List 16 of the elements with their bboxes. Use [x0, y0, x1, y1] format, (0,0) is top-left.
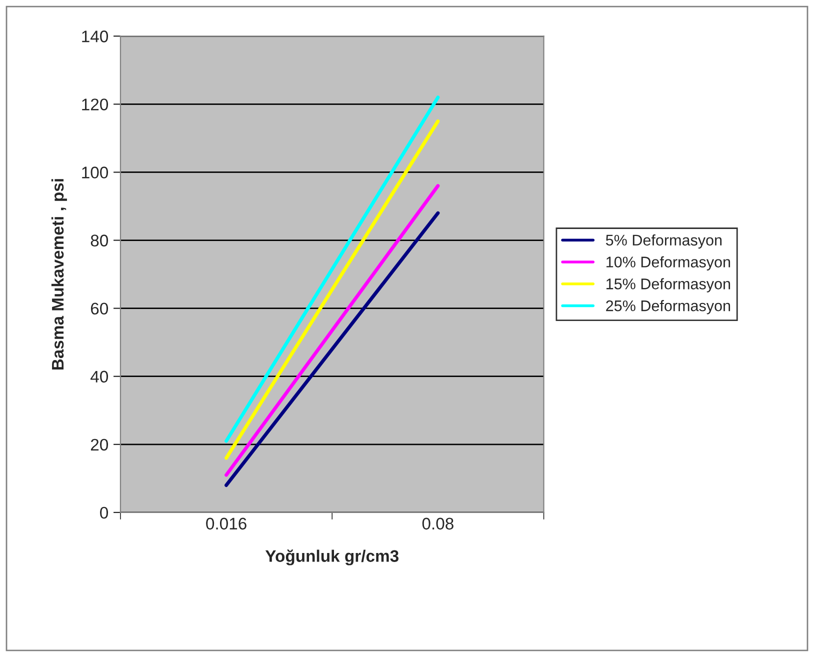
legend-label: 5% Deformasyon: [606, 234, 722, 249]
y-tick-label: 40: [90, 370, 108, 383]
y-axis-title: Basma Mukavemeti , psi: [51, 179, 67, 370]
y-tick-label: 100: [82, 166, 108, 178]
x-tick-label: 0.08: [422, 518, 454, 530]
x-axis-title: Yoğunluk gr/cm3: [265, 550, 398, 566]
x-tick-label: 0.016: [206, 518, 246, 530]
y-tick-label: 20: [90, 438, 108, 451]
y-tick-label: 80: [90, 234, 108, 246]
legend-label: 15% Deformasyon: [606, 278, 730, 292]
y-tick-label: 0: [100, 506, 108, 519]
y-tick-label: 60: [90, 302, 108, 315]
legend-label: 10% Deformasyon: [606, 256, 730, 270]
y-tick-label: 140: [82, 30, 108, 42]
legend-label: 25% Deformasyon: [606, 300, 730, 314]
y-tick-label: 120: [82, 98, 108, 110]
